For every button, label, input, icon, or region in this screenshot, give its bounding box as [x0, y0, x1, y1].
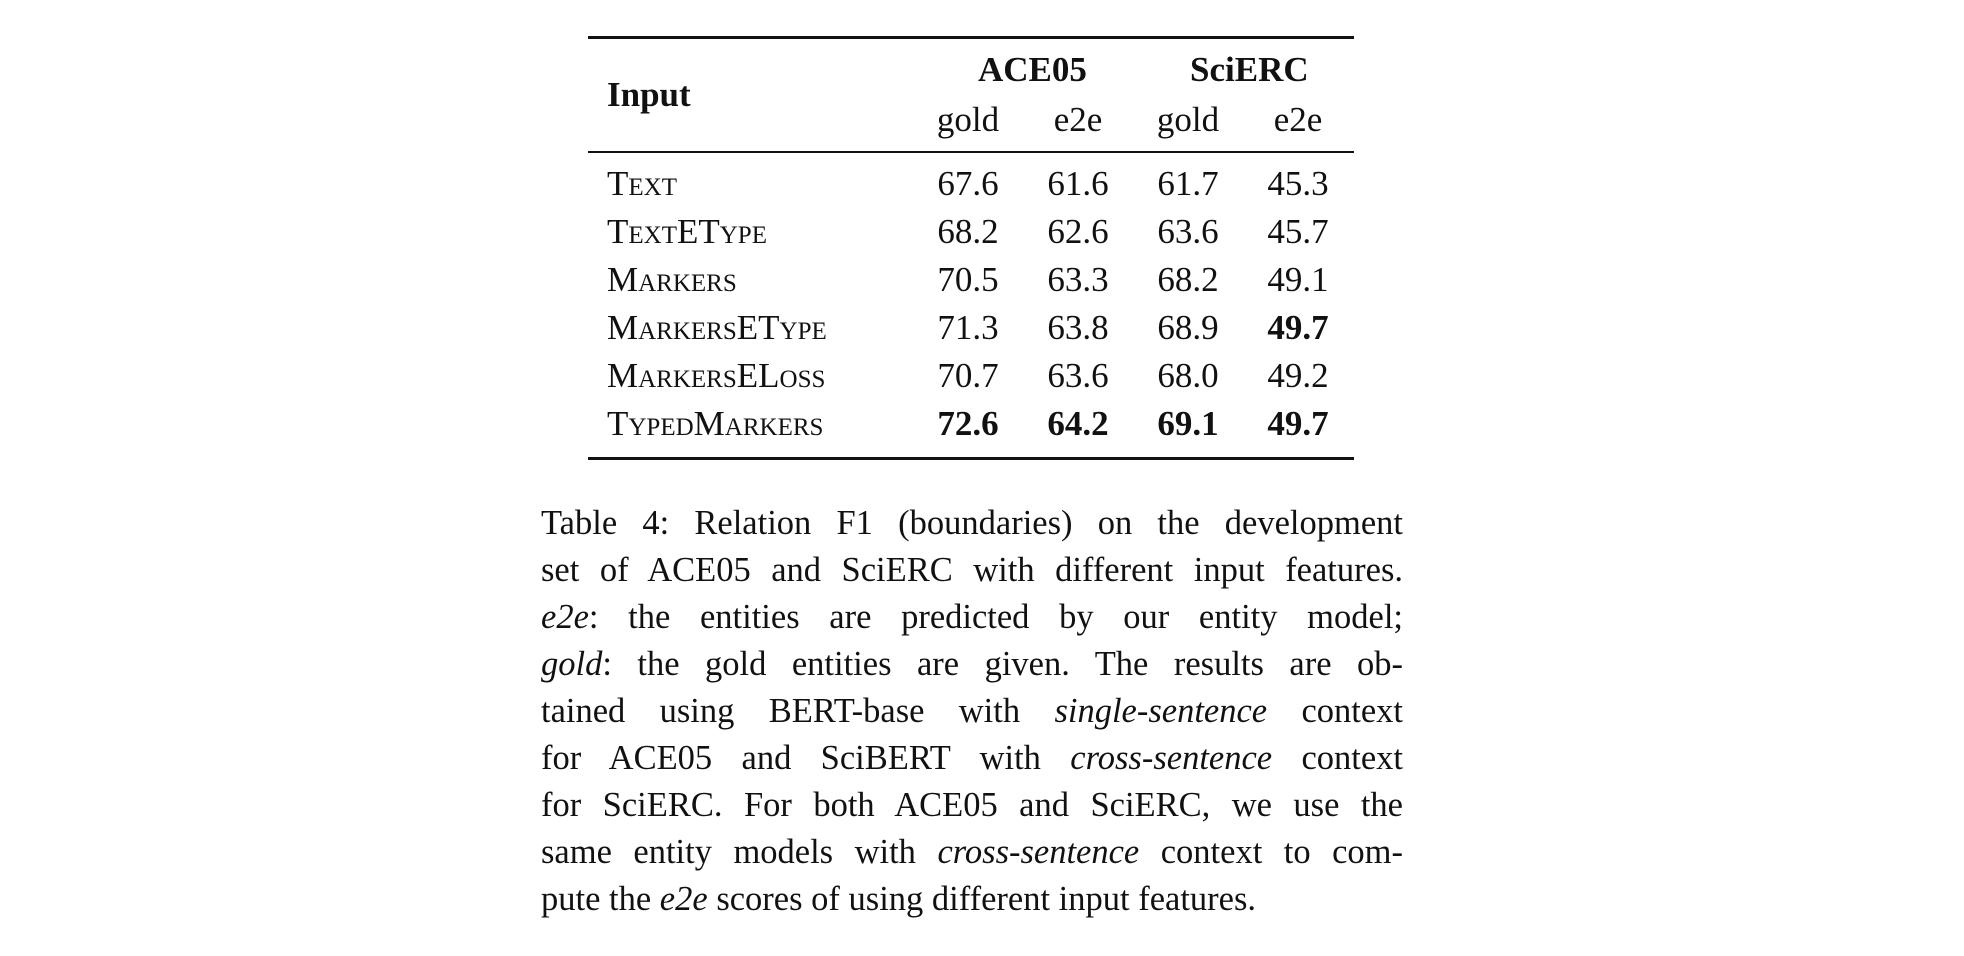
caption-emphasis: single-sentence — [1054, 692, 1268, 730]
table-cell: 62.6 — [1047, 212, 1109, 251]
caption-line: gold: the gold entities are given. The r… — [541, 641, 1403, 688]
bottom-rule — [588, 457, 1354, 460]
caption-text: for ACE05 and SciBERT with — [541, 739, 1071, 777]
caption-emphasis: e2e — [541, 598, 589, 636]
caption-line: for SciERC. For both ACE05 and SciERC, w… — [541, 782, 1403, 829]
subheader: gold — [1156, 100, 1220, 139]
caption-line: Table 4: Relation F1 (boundaries) on the… — [541, 500, 1403, 547]
top-rule — [588, 36, 1354, 39]
row-label: MarkersELoss — [607, 356, 826, 395]
caption-line: e2e: the entities are predicted by our e… — [541, 594, 1403, 641]
caption-text: for SciERC. For both ACE05 and SciERC, w… — [541, 786, 1403, 824]
caption-text: context — [1267, 692, 1404, 730]
table-cell: 64.2 — [1047, 404, 1109, 443]
caption-text: : the entities are predicted by our enti… — [588, 598, 1403, 636]
caption-line: same entity models with cross-sentence c… — [541, 829, 1403, 876]
caption-text: same entity models with — [541, 833, 938, 871]
table-cell: 49.1 — [1267, 260, 1329, 299]
table-cell: 67.6 — [937, 164, 999, 203]
group-header-scierc: SciERC — [1190, 50, 1309, 89]
caption-text: scores of using different input features… — [707, 880, 1257, 918]
subheader: e2e — [1273, 100, 1323, 139]
caption-text: tained using BERT-base with — [541, 692, 1055, 730]
subheader: e2e — [1053, 100, 1103, 139]
group-header-ace05: ACE05 — [978, 50, 1087, 89]
caption-line: for ACE05 and SciBERT with cross-sentenc… — [541, 735, 1403, 782]
caption-text: set of ACE05 and SciERC with different i… — [541, 551, 1403, 589]
table-cell: 63.6 — [1047, 356, 1109, 395]
row-label: MarkersEType — [607, 308, 827, 347]
caption-line: pute the e2e scores of using different i… — [541, 876, 1403, 923]
input-header: Input — [607, 75, 691, 114]
table-cell: 61.6 — [1047, 164, 1109, 203]
caption-emphasis: gold — [541, 645, 603, 683]
caption-text: context to com- — [1139, 833, 1403, 871]
row-label: TypedMarkers — [607, 404, 824, 443]
table-cell: 68.2 — [937, 212, 999, 251]
caption-line: tained using BERT-base with single-sente… — [541, 688, 1403, 735]
caption-text: context — [1272, 739, 1403, 777]
table-cell: 45.7 — [1267, 212, 1329, 251]
table-cell: 70.5 — [937, 260, 999, 299]
row-label: TextEType — [607, 212, 767, 251]
table-cell: 63.8 — [1047, 308, 1109, 347]
table-cell: 69.1 — [1157, 404, 1219, 443]
table-cell: 45.3 — [1267, 164, 1329, 203]
table-cell: 61.7 — [1157, 164, 1219, 203]
caption-line: set of ACE05 and SciERC with different i… — [541, 547, 1403, 594]
row-label: Text — [607, 164, 677, 203]
table-cell: 49.7 — [1267, 404, 1329, 443]
table-cell: 49.2 — [1267, 356, 1329, 395]
header-rule — [588, 151, 1354, 153]
table-cell: 70.7 — [937, 356, 999, 395]
row-label: Markers — [607, 260, 737, 299]
table-cell: 72.6 — [937, 404, 999, 443]
table-cell: 68.0 — [1157, 356, 1219, 395]
table-cell: 63.3 — [1047, 260, 1109, 299]
table-cell: 68.9 — [1157, 308, 1219, 347]
table-cell: 63.6 — [1157, 212, 1219, 251]
caption-emphasis: cross-sentence — [937, 833, 1140, 871]
table-cell: 49.7 — [1267, 308, 1329, 347]
caption-emphasis: e2e — [659, 880, 708, 918]
caption-text: pute the — [541, 880, 660, 918]
caption-text: : the gold entities are given. The resul… — [602, 645, 1403, 683]
table-caption: Table 4: Relation F1 (boundaries) on the… — [541, 500, 1403, 923]
caption-text: Table 4: Relation F1 (boundaries) on the… — [541, 504, 1403, 542]
caption-emphasis: cross-sentence — [1070, 739, 1273, 777]
subheader: gold — [936, 100, 1000, 139]
table-cell: 71.3 — [937, 308, 999, 347]
table-cell: 68.2 — [1157, 260, 1219, 299]
